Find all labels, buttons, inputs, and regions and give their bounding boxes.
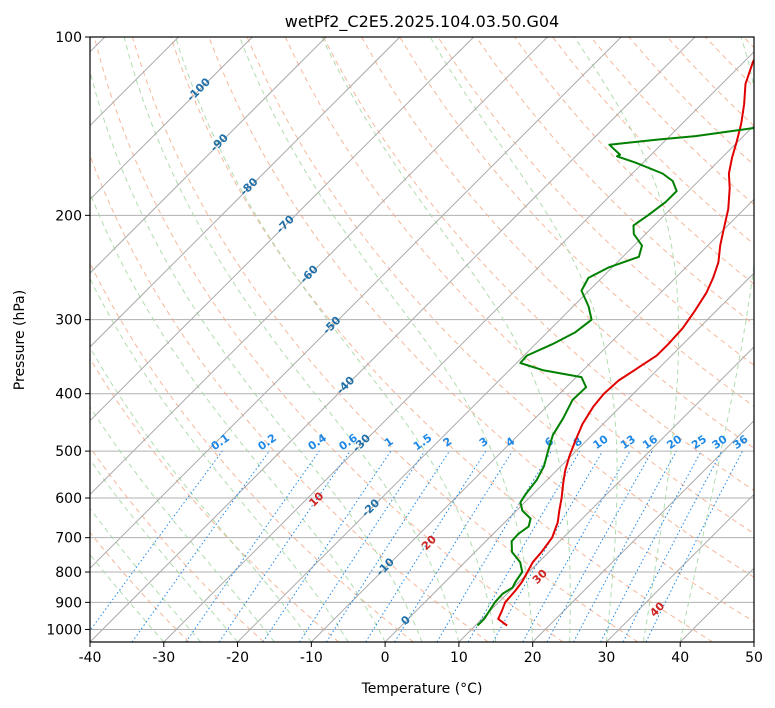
mixing-ratio-line — [522, 450, 631, 642]
dry-adiabat-line — [90, 357, 339, 642]
y-axis-ticks: 1000 900 800 700 600 500 400 300 200 100 — [46, 30, 90, 638]
mixing-ratio-line — [218, 450, 351, 642]
y-tick-label: 200 — [55, 208, 82, 224]
moist-adiabat-line — [90, 191, 386, 642]
x-tick-label: 0 — [381, 650, 390, 666]
x-axis-label: Temperature (°C) — [361, 681, 483, 697]
mixing-ratio-line — [394, 450, 513, 642]
x-tick-label: -20 — [226, 650, 249, 666]
moist-adiabat-line — [90, 405, 275, 642]
y-tick-label: 700 — [55, 531, 82, 547]
moist-adiabat-line — [123, 37, 460, 642]
isotherm-line — [90, 37, 622, 569]
x-tick-label: 20 — [524, 650, 542, 666]
y-tick-label: 1000 — [46, 622, 82, 638]
moist-adiabat-line — [429, 37, 618, 642]
moist-adiabat-line — [90, 553, 165, 642]
isotherm-line — [90, 37, 253, 201]
y-tick-label: 800 — [55, 565, 82, 581]
moist-adiabat-line — [175, 37, 497, 642]
x-tick-label: 40 — [671, 650, 689, 666]
moist-adiabat-line — [90, 346, 312, 642]
y-tick-label: 500 — [55, 444, 82, 460]
chart-title: wetPf2_C2E5.2025.104.03.50.G04 — [285, 12, 559, 32]
dry-adiabat-line — [208, 37, 754, 623]
isotherm-gridlines — [90, 37, 754, 642]
isotherm-line — [90, 37, 475, 422]
isotherm-line — [532, 419, 754, 642]
y-tick-label: 900 — [55, 595, 82, 611]
plot-frame — [89, 36, 755, 643]
dry-adiabat-line — [475, 37, 754, 326]
dewpoint-profile — [476, 126, 754, 627]
isotherm-line — [606, 493, 754, 642]
dry-adiabat-line — [246, 37, 754, 578]
isotherm-line — [237, 124, 754, 642]
dry-adiabat-line — [93, 37, 564, 642]
x-tick-label: -10 — [300, 650, 323, 666]
mixing-ratio-line — [546, 450, 653, 642]
mixing-ratio-line — [90, 450, 223, 632]
isotherm-line — [90, 37, 327, 274]
moist-adiabat-line — [573, 37, 680, 642]
moist-adiabat-line — [239, 37, 534, 642]
mixing-ratio-line — [262, 450, 392, 642]
dry-adiabat-line — [132, 37, 639, 642]
sounding-profiles — [476, 58, 754, 627]
y-tick-label: 400 — [55, 387, 82, 403]
mixing-ratio-line — [325, 450, 450, 642]
mixing-ratio-line — [573, 450, 677, 642]
moist-adiabat-line — [90, 277, 349, 642]
mixing-ratio-line — [131, 450, 270, 642]
x-tick-label: 30 — [598, 650, 616, 666]
dry-adiabat-line — [399, 37, 754, 408]
isotherm-line — [310, 198, 754, 642]
mixing-ratio-lines — [90, 450, 743, 642]
mixing-ratio-line — [645, 450, 743, 642]
x-tick-label: -40 — [79, 650, 102, 666]
mixing-ratio-line — [299, 450, 426, 642]
dry-adiabat-line — [361, 37, 754, 449]
x-axis-ticks: -40 -30 -20 -10 0 10 20 30 40 50 — [79, 642, 763, 666]
isobar-gridlines — [90, 37, 754, 630]
isotherm-line — [90, 37, 548, 496]
dry-adiabat-line — [90, 531, 190, 642]
isotherm-line — [458, 346, 754, 642]
y-tick-label: 300 — [55, 313, 82, 329]
moist-adiabat-line — [90, 69, 423, 642]
x-tick-label: 10 — [450, 650, 468, 666]
y-axis-label: Pressure (hPa) — [12, 290, 28, 390]
isotherm-line — [90, 37, 401, 348]
x-tick-label: -30 — [152, 650, 175, 666]
dry-adiabat-line — [513, 37, 754, 285]
moist-adiabat-line — [90, 507, 202, 642]
moist-adiabat-line — [90, 458, 238, 642]
y-tick-label: 600 — [55, 491, 82, 507]
dry-adiabat-line — [90, 154, 489, 642]
x-tick-label: 50 — [745, 650, 763, 666]
mixing-ratio-line — [185, 450, 320, 642]
isotherm-line — [90, 37, 696, 642]
isotherm-line — [384, 272, 754, 642]
y-tick-label: 100 — [55, 30, 82, 46]
temperature-profile — [497, 58, 754, 627]
